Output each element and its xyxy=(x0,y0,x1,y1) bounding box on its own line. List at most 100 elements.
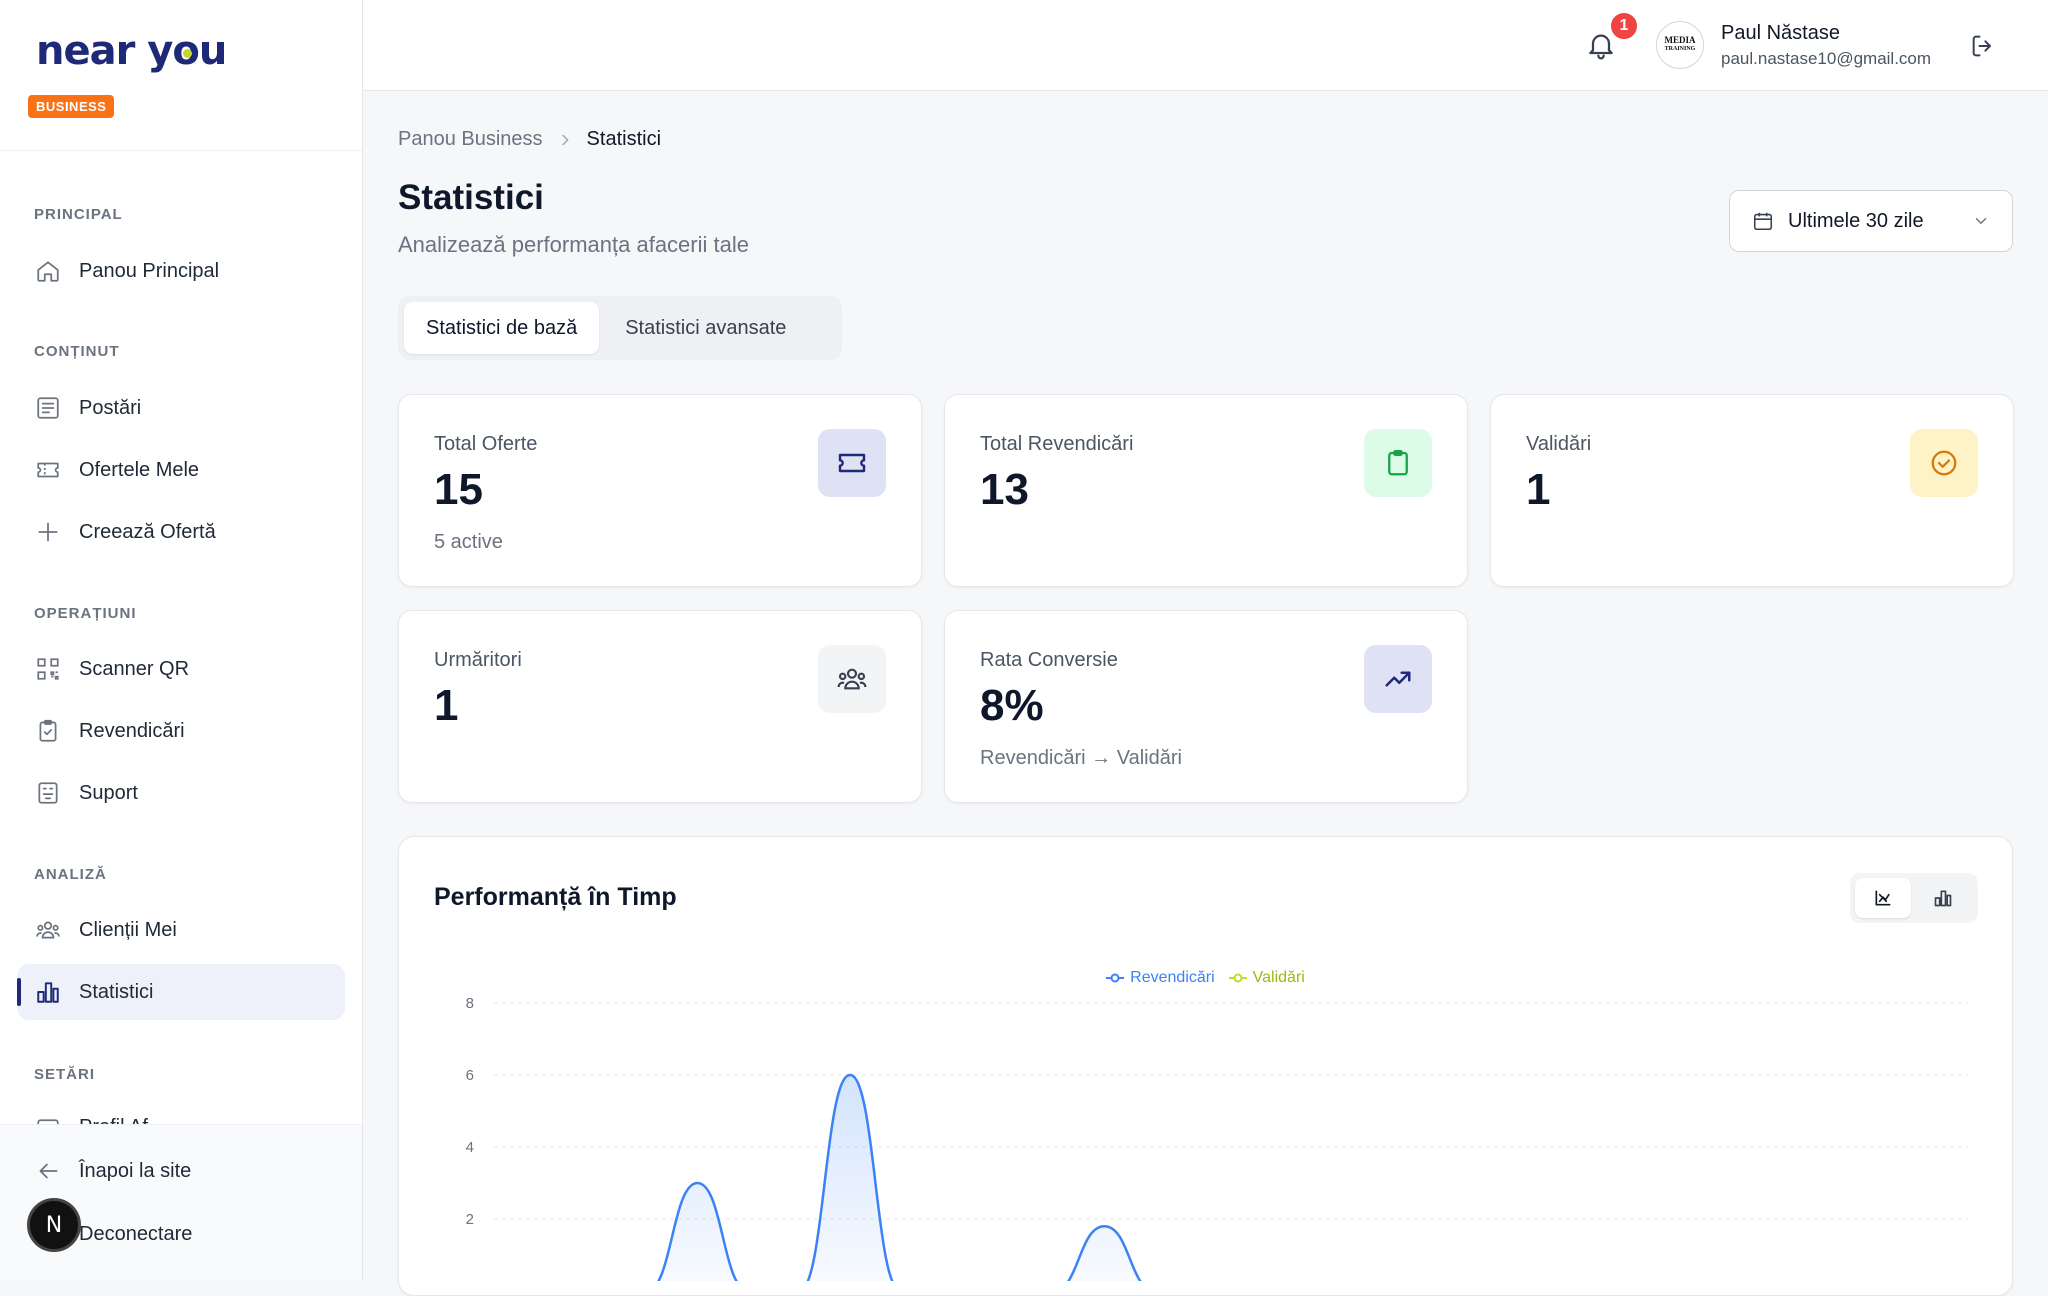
sidebar-item-label: Revendicări xyxy=(79,719,185,742)
stat-card-rata-conversie: Rata Conversie 8% Revendicări → Validări xyxy=(944,610,1468,803)
calendar-icon xyxy=(1753,212,1773,231)
sidebar-item-scanner-qr[interactable]: Scanner QR xyxy=(17,641,345,697)
legend-label: Validări xyxy=(1252,969,1305,986)
sidebar-item-profil[interactable]: Profil Af... xyxy=(17,1102,345,1124)
stat-sub: Revendicări → Validări xyxy=(980,747,1182,769)
users-icon xyxy=(34,916,62,944)
bar-chart-icon xyxy=(34,978,62,1006)
notifications-button[interactable] xyxy=(1585,28,1617,67)
back-to-site-link[interactable]: Înapoi la site xyxy=(17,1143,345,1199)
y-tick-label: 8 xyxy=(466,995,474,1012)
stat-card-total-oferte: Total Oferte 15 5 active xyxy=(398,394,922,587)
sidebar-item-creeaza-oferta[interactable]: Creează Ofertă xyxy=(17,504,345,560)
trending-up-icon xyxy=(1364,645,1432,713)
series-area-0 xyxy=(658,1075,1141,1281)
y-tick-label: 4 xyxy=(466,1139,474,1156)
legend-item-validari[interactable]: Validări xyxy=(1228,969,1305,987)
sidebar-item-clientii-mei[interactable]: Clienții Mei xyxy=(17,902,345,958)
sidebar-item-label: Profil Af... xyxy=(79,1116,165,1124)
logo-dot-icon xyxy=(183,49,193,58)
tab-statistici-de-baza[interactable]: Statistici de bază xyxy=(404,302,600,354)
plus-icon xyxy=(34,518,62,546)
performance-chart-card: Performanță în Timp Revendicări Validări… xyxy=(398,836,2013,1296)
legend-marker-icon xyxy=(1106,973,1125,983)
support-icon xyxy=(34,779,62,807)
date-range-select[interactable]: Ultimele 30 zile xyxy=(1729,190,2013,252)
chart-title: Performanță în Timp xyxy=(434,883,677,911)
avatar-text-line-1: MEDIA xyxy=(1664,35,1696,45)
sidebar-item-label: Scanner QR xyxy=(79,657,190,680)
back-to-site-label: Înapoi la site xyxy=(79,1159,192,1182)
stat-value: 13 xyxy=(980,465,1029,514)
logout-button[interactable] xyxy=(1969,32,1997,65)
logout-icon xyxy=(1972,35,1991,57)
dev-tools-badge[interactable]: N xyxy=(27,1198,81,1252)
sidebar-item-postari[interactable]: Postări xyxy=(17,380,345,436)
sidebar-item-label: Postări xyxy=(79,396,142,419)
logo[interactable]: near you xyxy=(36,28,227,74)
y-tick-label: 6 xyxy=(466,1067,474,1084)
bar-chart-icon xyxy=(1934,890,1952,907)
performance-chart: 2 4 6 8 xyxy=(466,995,1969,1281)
user-name: Paul Năstase xyxy=(1721,22,1840,44)
logout-link[interactable]: Deconectare xyxy=(17,1206,345,1262)
stats-tabs: Statistici de bază Statistici avansate xyxy=(398,296,842,360)
sidebar-item-ofertele-mele[interactable]: Ofertele Mele xyxy=(17,442,345,498)
sidebar-item-label: Ofertele Mele xyxy=(79,458,200,481)
stat-card-urmaritori: Urmăritori 1 xyxy=(398,610,922,803)
user-email: paul.nastase10@gmail.com xyxy=(1721,49,1932,68)
page-title: Statistici xyxy=(398,178,544,217)
profile-icon xyxy=(34,1116,62,1124)
stat-label: Rata Conversie xyxy=(980,649,1118,671)
nav-section-analiza: ANALIZĂ xyxy=(34,866,107,883)
y-tick-label: 2 xyxy=(466,1211,474,1228)
arrow-left-icon xyxy=(34,1157,62,1185)
ticket-icon xyxy=(34,456,62,484)
clipboard-check-icon xyxy=(34,717,62,745)
sidebar-item-revendicari[interactable]: Revendicări xyxy=(17,703,345,759)
business-badge: BUSINESS xyxy=(28,95,115,118)
sidebar-item-label: Creează Ofertă xyxy=(79,520,216,543)
chart-type-toggle xyxy=(1850,873,1978,923)
avatar[interactable]: MEDIA TRAINING xyxy=(1656,21,1704,69)
sidebar-item-label: Suport xyxy=(79,781,138,804)
nav-section-principal: PRINCIPAL xyxy=(34,206,123,223)
users-icon xyxy=(818,645,886,713)
chevron-right-icon xyxy=(557,132,573,148)
nav-section-setari: SETĂRI xyxy=(34,1066,96,1083)
nav-section-operatiuni: OPERAȚIUNI xyxy=(34,605,137,622)
stat-label: Urmăritori xyxy=(434,649,522,671)
legend-label: Revendicări xyxy=(1130,969,1215,986)
nav-section-continut: CONȚINUT xyxy=(34,343,120,360)
sidebar-item-statistici[interactable]: Statistici xyxy=(17,964,345,1020)
stat-value: 1 xyxy=(434,681,459,730)
breadcrumb-parent[interactable]: Panou Business xyxy=(398,128,543,150)
tab-statistici-avansate[interactable]: Statistici avansate xyxy=(625,316,787,339)
clipboard-icon xyxy=(1364,429,1432,497)
breadcrumb: Panou Business Statistici xyxy=(398,128,661,151)
area-chart-button[interactable] xyxy=(1855,878,1911,918)
stat-card-validari: Validări 1 xyxy=(1490,394,2014,587)
sidebar-item-label: Panou Principal xyxy=(79,259,220,282)
stat-value: 8% xyxy=(980,681,1044,730)
qr-icon xyxy=(34,655,62,683)
legend-marker-icon xyxy=(1228,973,1247,983)
series-line-0 xyxy=(656,1073,1142,1281)
sidebar-item-panou-principal[interactable]: Panou Principal xyxy=(17,243,345,299)
legend-item-revendicari[interactable]: Revendicări xyxy=(1106,969,1215,987)
bell-icon xyxy=(1589,34,1613,60)
breadcrumb-current: Statistici xyxy=(586,128,662,150)
posts-icon xyxy=(34,394,62,422)
stat-value: 1 xyxy=(1526,465,1551,514)
home-icon xyxy=(34,257,62,285)
logo-area: near you BUSINESS xyxy=(0,0,362,151)
chart-legend: Revendicări Validări xyxy=(399,969,2012,987)
stat-label: Total Oferte xyxy=(434,433,538,455)
check-circle-icon xyxy=(1910,429,1978,497)
stat-value: 15 xyxy=(434,465,483,514)
stat-sub: 5 active xyxy=(434,531,503,553)
sidebar: near you BUSINESS PRINCIPAL Panou Princi… xyxy=(0,0,363,1280)
chevron-down-icon xyxy=(1975,218,1987,225)
bar-chart-button[interactable] xyxy=(1915,878,1971,918)
sidebar-item-suport[interactable]: Suport xyxy=(17,765,345,821)
